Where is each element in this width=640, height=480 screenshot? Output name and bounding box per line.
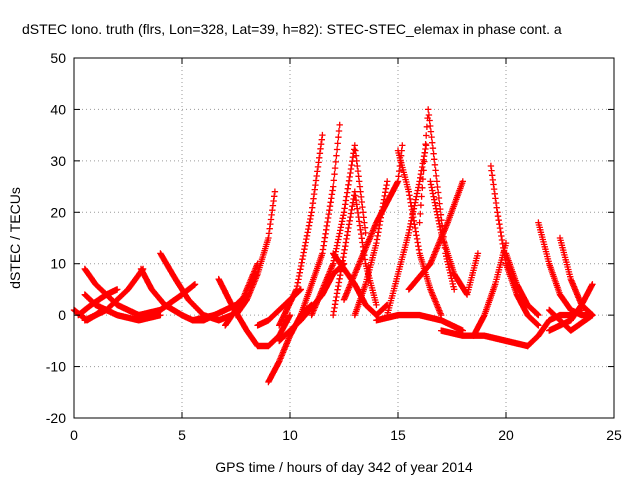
x-tick-label: 0	[70, 427, 78, 443]
series-markers-arc29	[438, 327, 531, 350]
x-tick-label: 25	[606, 427, 622, 443]
series-arc35	[556, 234, 596, 319]
axis-ticks: 0 5 10 15 20 25 -20 -10 0 10 20 30 40 50	[46, 50, 622, 443]
y-axis-label: dSTEC / TECUs	[7, 187, 23, 289]
series-markers-arc28	[373, 311, 466, 334]
y-tick-label: 10	[50, 256, 66, 272]
y-tick-label: 50	[50, 50, 66, 66]
series-markers-arc19	[330, 188, 380, 319]
series-arc34	[535, 219, 596, 319]
series-arc28	[373, 311, 466, 334]
series-markers-arc24	[384, 142, 430, 319]
x-tick-label: 20	[498, 427, 514, 443]
series-markers-arc30	[487, 162, 542, 329]
y-tick-label: -10	[46, 359, 66, 375]
series-markers-arc27	[427, 178, 482, 298]
series-arc19	[330, 188, 380, 319]
series-arc15	[254, 286, 304, 329]
series-markers-arc37	[546, 306, 596, 334]
series-arc24	[384, 142, 430, 319]
series-arc23	[394, 147, 445, 319]
x-tick-label: 15	[390, 427, 406, 443]
y-tick-label: -20	[46, 410, 66, 426]
series-arc11	[222, 260, 261, 329]
series-arc29	[438, 327, 531, 350]
series-arc16	[297, 121, 343, 319]
y-tick-label: 0	[58, 307, 66, 323]
series-markers-arc22	[351, 178, 391, 319]
series-arc30	[487, 162, 542, 329]
series-markers-arc15	[254, 286, 304, 329]
series-arc05	[81, 291, 164, 324]
y-tick-label: 40	[50, 101, 66, 117]
series-arc12	[232, 188, 279, 319]
x-tick-label: 10	[282, 427, 298, 443]
series-markers-arc35	[556, 234, 596, 319]
series-arc26	[405, 178, 466, 293]
series-markers-arc05	[81, 291, 164, 324]
y-tick-label: 20	[50, 204, 66, 220]
data-points	[70, 106, 596, 386]
series-markers-arc34	[535, 219, 596, 319]
series-markers-arc31	[470, 239, 510, 339]
y-tick-label: 30	[50, 153, 66, 169]
x-tick-label: 5	[178, 427, 186, 443]
plot-frame	[73, 57, 615, 419]
series-arc31	[470, 239, 510, 339]
series-markers-arc11	[222, 260, 261, 329]
series-markers-arc26	[405, 178, 466, 293]
series-markers-arc12	[232, 188, 279, 319]
series-arc18	[308, 142, 369, 319]
series-markers-arc16	[297, 121, 343, 319]
chart-title: dSTEC Iono. truth (flrs, Lon=328, Lat=39…	[22, 21, 562, 37]
x-axis-label: GPS time / hours of day 342 of year 2014	[215, 459, 473, 475]
grid	[74, 58, 614, 418]
series-markers-arc32	[502, 250, 542, 319]
series-arc37	[546, 306, 596, 334]
series-markers-arc21	[330, 250, 391, 319]
series-arc22	[351, 178, 391, 319]
series-arc21	[330, 250, 391, 319]
series-markers-arc23	[394, 147, 445, 319]
series-markers-arc18	[308, 142, 369, 319]
series-arc27	[427, 178, 482, 298]
series-arc32	[502, 250, 542, 319]
